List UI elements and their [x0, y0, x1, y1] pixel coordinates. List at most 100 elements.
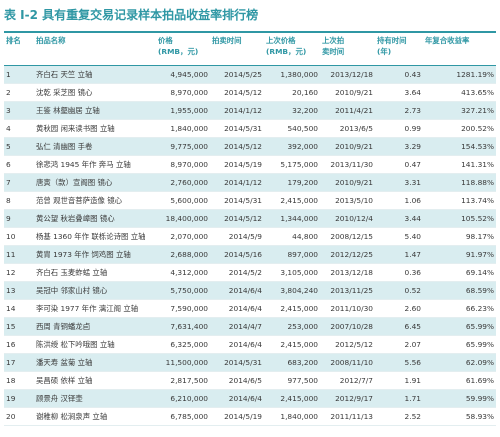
- cell-name: 黄胄 1973 年作 饲鸡图 立轴: [34, 245, 156, 264]
- table-body: 1 齐白石 天竺 立轴 4,945,000 2014/5/25 1,380,000 201…: [4, 65, 496, 426]
- cell-prev-date: 2013/5/10: [320, 191, 375, 210]
- cell-prev-price: 2,415,000: [264, 299, 320, 318]
- cell-name: 吴昌硕 依样 立轴: [34, 371, 156, 390]
- cell-rank: 7: [4, 173, 34, 192]
- table-row: 19 顾景舟 汉铎壶 6,210,000 2014/6/4 2,415,000 2012/…: [4, 389, 496, 408]
- cell-date: 2014/6/5: [210, 371, 264, 390]
- cell-prev-date: 2013/11/25: [320, 281, 375, 300]
- cell-hold: 3.44: [375, 209, 423, 228]
- cell-cagr: 62.09%: [423, 353, 496, 372]
- table-row: 3 王鉴 林壑幽居 立轴 1,955,000 2014/1/12 32,200 2011/…: [4, 101, 496, 120]
- cell-price: 11,500,000: [156, 353, 210, 372]
- cell-name: 徐悲鸿 1945 年作 奔马 立轴: [34, 155, 156, 174]
- cell-prev-price: 2,415,000: [264, 335, 320, 354]
- table-row: 7 唐寅（款）宣阁图 镜心 2,760,000 2014/1/12 179,200 201…: [4, 173, 496, 192]
- cell-hold: 3.64: [375, 83, 423, 102]
- cell-hold: 1.71: [375, 389, 423, 408]
- cell-date: 2014/5/31: [210, 353, 264, 372]
- cell-cagr: 91.97%: [423, 245, 496, 264]
- cell-hold: 0.52: [375, 281, 423, 300]
- header-date-label: 拍卖时间: [212, 36, 242, 45]
- table-row: 17 潘天寿 盆菊 立轴 11,500,000 2014/5/31 683,200 200…: [4, 353, 496, 372]
- cell-date: 2014/5/31: [210, 191, 264, 210]
- table-row: 9 黄公望 秋岩叠嶂图 镜心 18,400,000 2014/5/12 1,344,00…: [4, 209, 496, 228]
- cell-date: 2014/5/9: [210, 227, 264, 246]
- table-row: 4 黄秋园 闲来读书图 立轴 1,840,000 2014/5/31 540,500 20…: [4, 119, 496, 138]
- cell-date: 2014/6/4: [210, 389, 264, 408]
- cell-hold: 2.73: [375, 101, 423, 120]
- cell-date: 2014/6/4: [210, 335, 264, 354]
- cell-cagr: 413.65%: [423, 83, 496, 102]
- cell-name: 潘天寿 盆菊 立轴: [34, 353, 156, 372]
- cell-price: 2,760,000: [156, 173, 210, 192]
- cell-price: 8,970,000: [156, 155, 210, 174]
- cell-prev-price: 253,000: [264, 317, 320, 336]
- header-name: 拍品名称: [34, 31, 156, 66]
- cell-date: 2014/5/31: [210, 119, 264, 138]
- cell-price: 4,945,000: [156, 65, 210, 84]
- cell-hold: 1.06: [375, 191, 423, 210]
- cell-prev-price: 2,415,000: [264, 389, 320, 408]
- header-date: 拍卖时间: [210, 31, 264, 66]
- table-row: 14 李可染 1977 年作 漓江阁 立轴 7,590,000 2014/6/4 2,4…: [4, 299, 496, 318]
- cell-prev-date: 2013/6/5: [320, 119, 375, 138]
- cell-price: 7,631,400: [156, 317, 210, 336]
- cell-rank: 18: [4, 371, 34, 390]
- cell-hold: 0.47: [375, 155, 423, 174]
- cell-prev-price: 179,200: [264, 173, 320, 192]
- cell-rank: 17: [4, 353, 34, 372]
- cell-name: 黄秋园 闲来读书图 立轴: [34, 119, 156, 138]
- header-prev-date-line2: 卖时间: [322, 47, 345, 56]
- cell-hold: 0.99: [375, 119, 423, 138]
- table-row: 8 范曾 观世音菩萨造像 镜心 5,600,000 2014/5/31 2,415,00…: [4, 191, 496, 210]
- cell-prev-date: 2012/5/12: [320, 335, 375, 354]
- cell-rank: 3: [4, 101, 34, 120]
- cell-price: 8,970,000: [156, 83, 210, 102]
- table-row: 15 西周 青铜蟠龙卣 7,631,400 2014/4/7 253,000 2007/1…: [4, 317, 496, 336]
- cell-date: 2014/5/19: [210, 407, 264, 426]
- cell-hold: 5.56: [375, 353, 423, 372]
- table-title: 表 I-2 具有重复交易记录样本拍品收益率排行榜: [4, 8, 259, 22]
- cell-hold: 0.36: [375, 263, 423, 282]
- cell-name: 陈洪绶 松下吟哦图 立轴: [34, 335, 156, 354]
- cell-price: 2,688,000: [156, 245, 210, 264]
- cell-prev-date: 2013/12/18: [320, 65, 375, 84]
- cell-name: 沈乾 采芝图 镜心: [34, 83, 156, 102]
- table-row: 1 齐白石 天竺 立轴 4,945,000 2014/5/25 1,380,000 201…: [4, 65, 496, 84]
- table-row: 13 吴冠中 邻家山村 镜心 5,750,000 2014/6/4 3,804,240 2…: [4, 281, 496, 300]
- cell-name: 杨基 1360 年作 联栎论诗图 立轴: [34, 227, 156, 246]
- cell-date: 2014/1/12: [210, 101, 264, 120]
- cell-prev-price: 20,160: [264, 83, 320, 102]
- cell-prev-date: 2012/12/25: [320, 245, 375, 264]
- cell-cagr: 1281.19%: [423, 65, 496, 84]
- cell-rank: 11: [4, 245, 34, 264]
- ranking-table: 排名 拍品名称 价格 (RMB，元) 拍卖时间 上次价格 (RMB，元) 上次拍…: [4, 31, 496, 426]
- table-row: 10 杨基 1360 年作 联栎论诗图 立轴 2,070,000 2014/5/9 44…: [4, 227, 496, 246]
- header-hold-line1: 持有时间: [377, 36, 407, 45]
- cell-hold: 3.29: [375, 137, 423, 156]
- cell-rank: 4: [4, 119, 34, 138]
- cell-cagr: 68.59%: [423, 281, 496, 300]
- cell-prev-price: 44,800: [264, 227, 320, 246]
- cell-name: 谢稚柳 松涧泉声 立轴: [34, 407, 156, 426]
- cell-rank: 15: [4, 317, 34, 336]
- cell-date: 2014/5/2: [210, 263, 264, 282]
- cell-prev-date: 2010/12/4: [320, 209, 375, 228]
- cell-date: 2014/5/25: [210, 65, 264, 84]
- cell-rank: 9: [4, 209, 34, 228]
- cell-rank: 8: [4, 191, 34, 210]
- header-hold: 持有时间 (年): [375, 31, 423, 66]
- cell-name: 唐寅（款）宣阁图 镜心: [34, 173, 156, 192]
- cell-date: 2014/5/12: [210, 209, 264, 228]
- table-row: 6 徐悲鸿 1945 年作 奔马 立轴 8,970,000 2014/5/19 5,17…: [4, 155, 496, 174]
- cell-cagr: 65.99%: [423, 335, 496, 354]
- header-row: 排名 拍品名称 价格 (RMB，元) 拍卖时间 上次价格 (RMB，元) 上次拍…: [4, 31, 496, 66]
- cell-cagr: 327.21%: [423, 101, 496, 120]
- cell-date: 2014/5/19: [210, 155, 264, 174]
- cell-hold: 0.43: [375, 65, 423, 84]
- header-cagr: 年复合收益率: [423, 31, 496, 66]
- cell-hold: 2.07: [375, 335, 423, 354]
- cell-hold: 3.31: [375, 173, 423, 192]
- cell-prev-price: 3,105,000: [264, 263, 320, 282]
